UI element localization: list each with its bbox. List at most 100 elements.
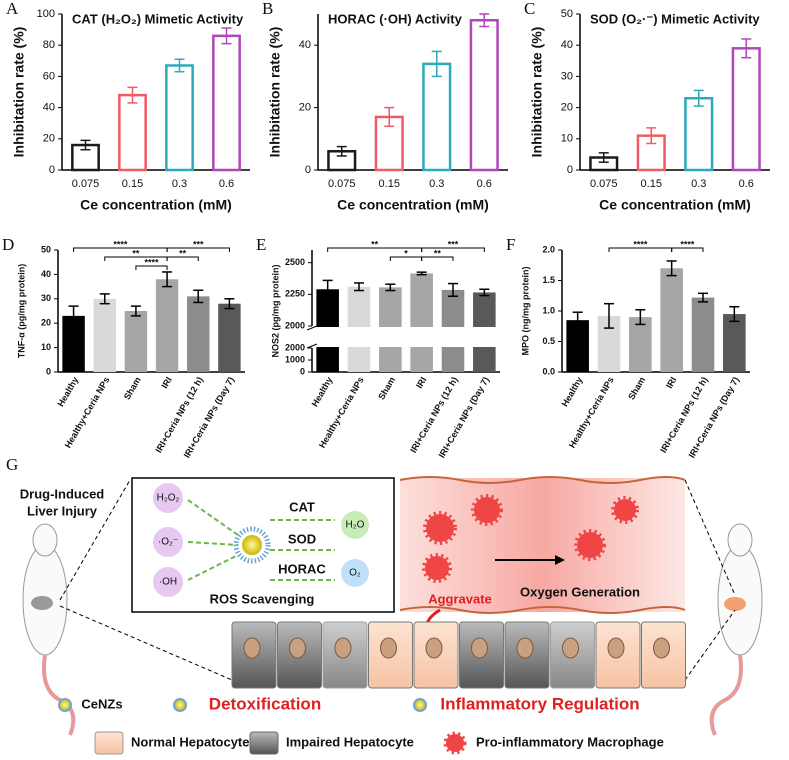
y-tick-label: 0 [305, 164, 311, 176]
x-tick-label: 0.15 [379, 178, 400, 190]
significance-label: **** [680, 239, 695, 249]
x-tick-label: Healthy [560, 375, 585, 408]
ros-blob [153, 483, 183, 513]
significance-label: ** [371, 239, 379, 249]
y-axis-label: MPO (ng/mg protein) [520, 267, 530, 356]
inflammation-label: Inflammatory Regulation [440, 694, 639, 713]
y-axis-label: Inhibitation rate (%) [267, 27, 283, 158]
nucleus [334, 637, 352, 659]
panel-label: A [6, 0, 19, 18]
y-tick-label: 2.0 [542, 244, 555, 254]
x-tick-label: 0.6 [739, 178, 754, 190]
x-tick-label: 0.075 [328, 178, 356, 190]
bar [93, 298, 116, 372]
significance-label: *** [448, 239, 459, 249]
nanozyme-icon [58, 698, 72, 712]
y-tick-label: 1000 [285, 354, 305, 364]
significance-bracket [166, 256, 199, 261]
y-tick-label: 0 [567, 164, 573, 176]
nanozyme-icon [413, 698, 427, 712]
cell-row [231, 621, 686, 689]
significance-label: **** [633, 239, 648, 249]
nucleus [289, 637, 306, 659]
product-label: H₂O [346, 520, 365, 531]
y-tick-label: 30 [561, 70, 573, 82]
tissue-edge [399, 606, 686, 614]
y-tick-label: 0 [46, 366, 51, 376]
x-tick-label: Sham [122, 375, 143, 401]
y-axis-label: TNF-α (pg/mg protein) [16, 264, 26, 359]
nucleus [380, 637, 397, 659]
y-tick-label: 0.0 [542, 366, 555, 376]
x-tick-label: Healthy [55, 375, 80, 408]
aggravate-label: Aggravate [428, 591, 492, 606]
x-tick-label: Sham [626, 375, 647, 401]
x-tick-label: 0.15 [641, 178, 662, 190]
y-tick-label: 50 [561, 8, 573, 20]
y-tick-label: 30 [41, 293, 51, 303]
x-tick-label: 0.3 [691, 178, 706, 190]
dashed-connector [684, 479, 736, 596]
arrowhead [555, 555, 565, 565]
nucleus [243, 637, 261, 659]
bar [71, 143, 100, 172]
arrow [187, 554, 239, 581]
bar [691, 297, 715, 372]
enzyme-label: HORAC [278, 561, 326, 576]
nucleus [653, 637, 670, 659]
x-tick-label: 0.075 [590, 178, 618, 190]
legend-label: Impaired Hepatocyte [286, 734, 414, 749]
significance-label: * [404, 248, 408, 258]
injury-label: Drug-Induced [20, 486, 105, 501]
y-axis-label: Inhibitation rate (%) [11, 27, 27, 158]
macrophage [611, 496, 639, 524]
significance-label: ** [434, 248, 442, 258]
y-axis-label: NOS2 (pg/mg protein) [270, 265, 280, 358]
nucleus [471, 637, 488, 659]
dashed-connector [684, 609, 736, 681]
y-tick-label: 20 [41, 318, 51, 328]
panel-label: C [524, 0, 535, 18]
break-mark [306, 325, 318, 331]
y-tick-label: 2000 [285, 342, 305, 352]
injury-label: Liver Injury [27, 503, 98, 518]
liver [31, 596, 53, 610]
bar [660, 268, 683, 372]
arrow [187, 541, 239, 546]
x-tick-label: IRI [664, 375, 678, 390]
bar [124, 311, 148, 372]
y-tick-label: 40 [561, 39, 573, 51]
x-tick-label: 0.15 [122, 178, 143, 190]
y-tick-label: 20 [561, 102, 573, 114]
y-tick-label: 40 [43, 102, 55, 114]
y-tick-label: 0 [49, 164, 55, 176]
ros-label: H₂O₂ [157, 493, 180, 504]
significance-label: **** [113, 239, 128, 249]
panel-label: E [256, 235, 266, 254]
y-tick-label: 40 [41, 269, 51, 279]
y-tick-label: 1.5 [542, 275, 555, 285]
inflammation-box [400, 478, 685, 612]
x-tick-label: 0.3 [429, 178, 444, 190]
y-tick-label: 0.5 [542, 336, 555, 346]
significance-bracket [671, 247, 704, 252]
y-tick-label: 2000 [285, 320, 305, 330]
y-tick-label: 60 [43, 70, 55, 82]
bar [422, 62, 452, 172]
y-tick-label: 40 [299, 39, 311, 51]
y-tick-label: 10 [41, 342, 51, 352]
macrophage [574, 529, 606, 561]
x-tick-label: IRI [159, 375, 173, 390]
nanozyme-icon [173, 698, 187, 712]
x-tick-label: Sham [376, 375, 397, 401]
significance-bracket [135, 265, 168, 270]
legend-label: Pro-inflammatory Macrophage [476, 734, 664, 749]
break-mark [306, 343, 318, 349]
y-tick-label: 80 [43, 39, 55, 51]
nanozyme [242, 535, 262, 555]
significance-label: ** [132, 248, 140, 258]
x-axis-label: Ce concentration (mM) [599, 197, 751, 213]
x-tick-label: IRI [414, 375, 428, 390]
detox-label: Detoxification [209, 694, 321, 713]
